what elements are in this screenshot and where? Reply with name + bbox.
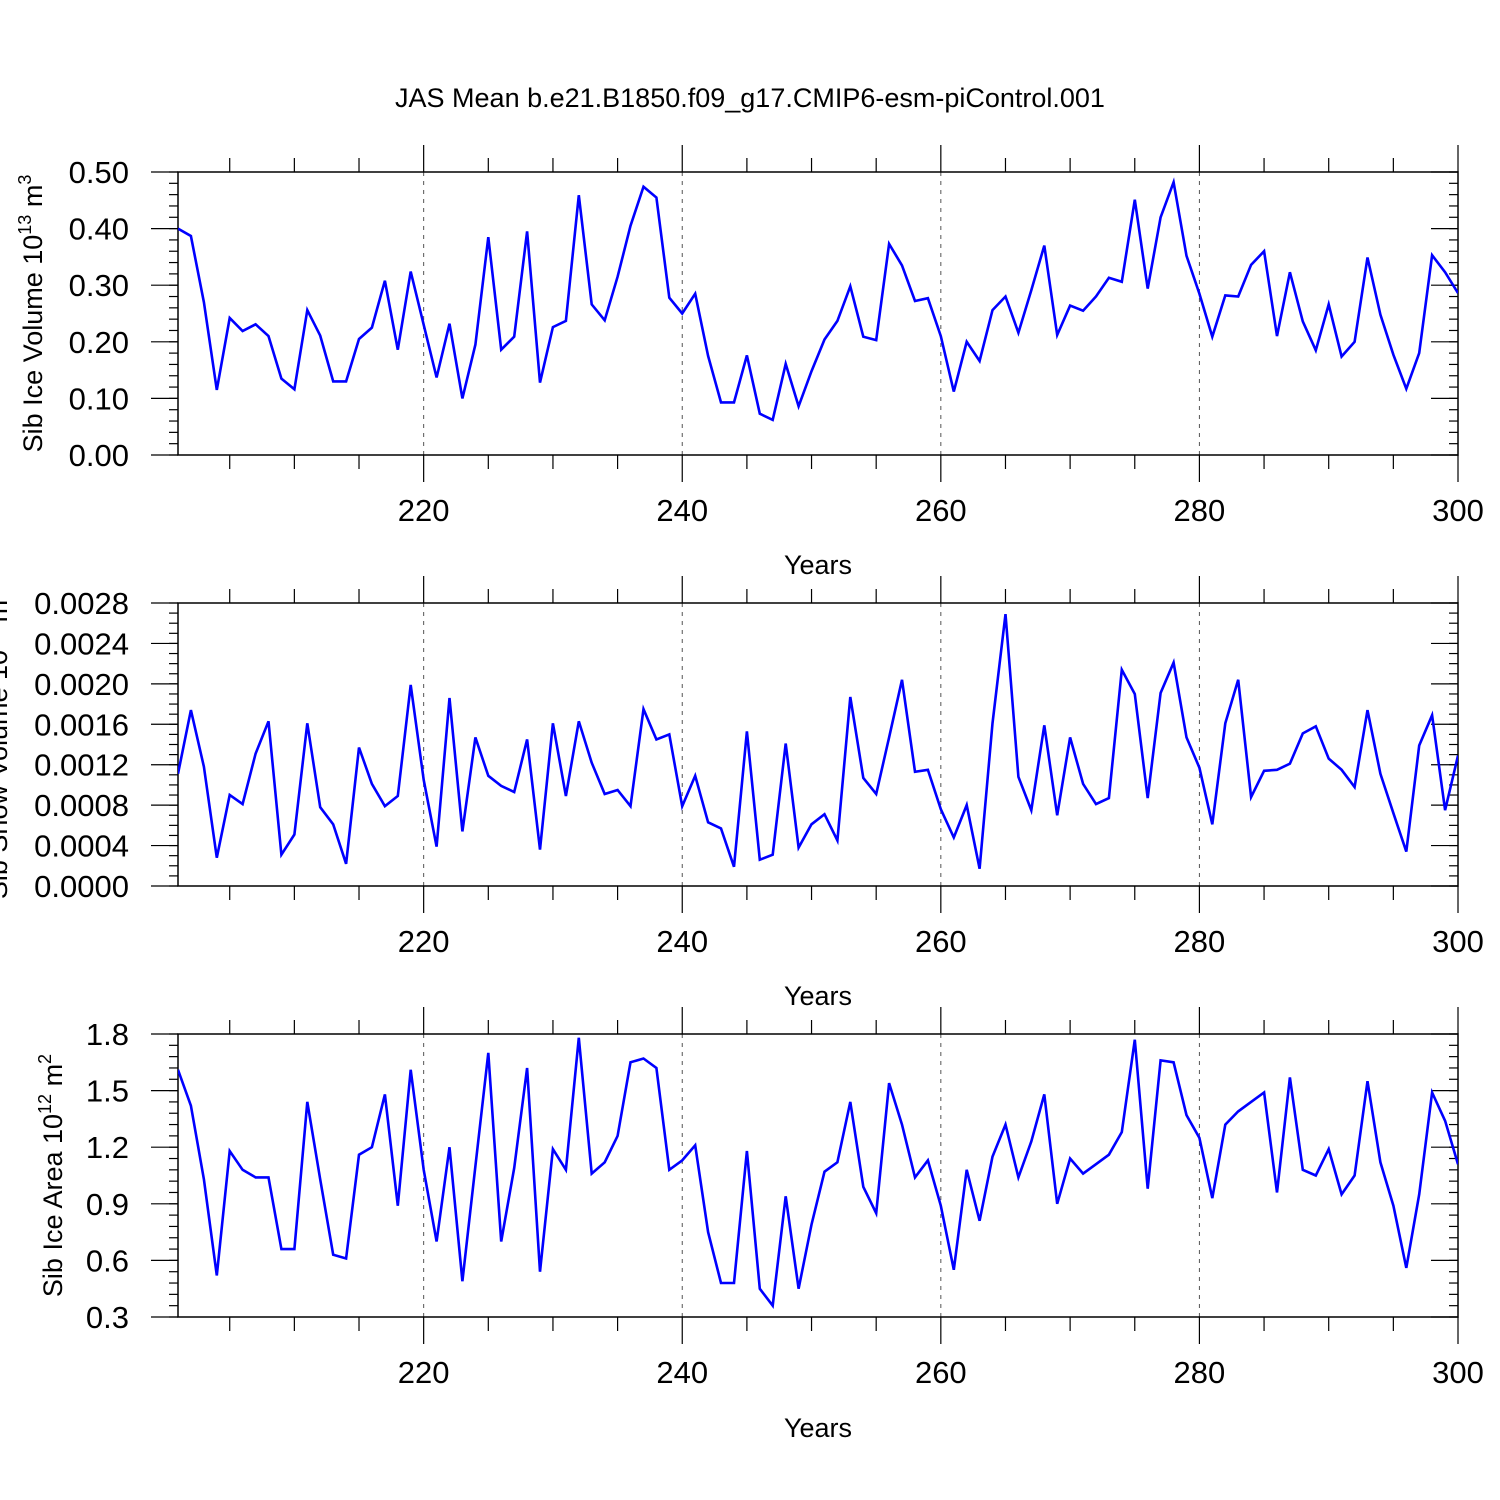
y-tick-label: 1.5	[86, 1074, 129, 1109]
y-axis-title: Sib Ice Volume 1013 m3	[15, 175, 48, 453]
x-tick-label: 280	[1174, 924, 1226, 959]
x-axis-title: Years	[784, 981, 852, 1011]
x-tick-label: 300	[1432, 493, 1484, 528]
y-tick-label: 0.30	[69, 268, 129, 303]
x-tick-label: 280	[1174, 1355, 1226, 1390]
y-tick-label: 0.40	[69, 212, 129, 247]
y-tick-label: 0.50	[69, 155, 129, 190]
snow-volume-panel: 220 240 260 280 300 Years 0.0000 0.0004 0.0008 0.…	[0, 576, 1484, 1011]
y-tick-label: 0.0028	[34, 586, 129, 621]
y-tick-label: 0.0024	[34, 626, 129, 661]
y-tick-label: 0.0012	[34, 748, 129, 783]
y-tick-label: 0.0000	[34, 869, 129, 904]
x-tick-label: 280	[1174, 493, 1226, 528]
snow-volume-series-line	[178, 613, 1458, 870]
y-tick-label: 1.8	[86, 1017, 129, 1052]
y-axis-title: Sib Snow Volume 1013 m3	[0, 590, 13, 899]
x-tick-label: 220	[398, 924, 450, 959]
ice-volume-panel: 220 240 260 280 300 Years 0.00 0.10 0.20 0.30 0.40…	[15, 145, 1484, 580]
x-tick-label: 240	[656, 493, 708, 528]
x-tick-label: 240	[656, 1355, 708, 1390]
y-tick-label: 0.0008	[34, 788, 129, 823]
ice-area-series-line	[178, 1037, 1458, 1310]
x-tick-label: 260	[915, 1355, 967, 1390]
plot-frame	[177, 1033, 1459, 1318]
x-tick-label: 220	[398, 1355, 450, 1390]
figure-title: JAS Mean b.e21.B1850.f09_g17.CMIP6-esm-p…	[395, 83, 1105, 113]
y-tick-label: 0.0004	[34, 829, 129, 864]
x-tick-label: 260	[915, 924, 967, 959]
y-tick-label: 1.2	[86, 1130, 129, 1165]
ice-area-panel: 220 240 260 280 300 Years 0.3 0.6 0.9 1.2 1.5 1.8 Si…	[35, 1007, 1484, 1443]
x-axis-title: Years	[784, 1413, 852, 1443]
plot-frame	[177, 602, 1459, 887]
plot-frame	[177, 171, 1459, 456]
x-tick-label: 240	[656, 924, 708, 959]
y-tick-label: 0.9	[86, 1187, 129, 1222]
y-tick-label: 0.0016	[34, 707, 129, 742]
y-tick-label: 0.20	[69, 325, 129, 360]
x-axis-title: Years	[784, 550, 852, 580]
y-tick-label: 0.3	[86, 1300, 129, 1335]
x-tick-label: 300	[1432, 1355, 1484, 1390]
y-tick-label: 0.0020	[34, 667, 129, 702]
ice-volume-series-line	[178, 177, 1458, 422]
x-tick-label: 260	[915, 493, 967, 528]
x-tick-label: 300	[1432, 924, 1484, 959]
y-tick-label: 0.00	[69, 438, 129, 473]
y-tick-label: 0.6	[86, 1243, 129, 1278]
x-tick-label: 220	[398, 493, 450, 528]
y-tick-label: 0.10	[69, 381, 129, 416]
y-axis-title: Sib Ice Area 1012 m2	[35, 1054, 68, 1297]
